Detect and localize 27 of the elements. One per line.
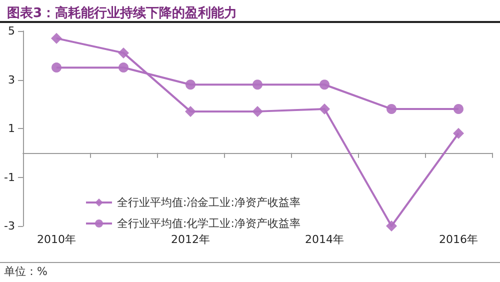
y-tick-label: 1 [8, 122, 15, 135]
x-tick-label: 2010年 [37, 233, 76, 246]
x-tick-label: 2012年 [171, 233, 210, 246]
point [252, 80, 262, 90]
y-tick-label: -3 [4, 220, 15, 232]
y-tick-label: -1 [4, 170, 15, 184]
point [185, 106, 196, 117]
point [118, 62, 128, 73]
y-tick-label: 5 [8, 24, 15, 38]
point [453, 128, 464, 139]
legend-label: 全行业平均值:冶金工业:净资产收益率 [117, 196, 300, 209]
x-tick-label: 2016年 [439, 233, 478, 246]
point [319, 104, 330, 114]
point [454, 104, 464, 114]
text: 单位：% [4, 265, 48, 278]
point [252, 106, 263, 117]
point [186, 80, 196, 90]
point [51, 32, 62, 44]
legend-label: 全行业平均值:化学工业:净资产收益率 [117, 217, 300, 230]
y-tick-label: 3 [8, 73, 15, 86]
point [320, 80, 330, 90]
point [386, 220, 397, 232]
point [386, 104, 396, 114]
point [118, 47, 129, 58]
x-tick-label: 2014年 [305, 233, 344, 246]
chart-title: 图表3：高耗能行业持续下降的盈利能力 [7, 5, 238, 21]
point [52, 62, 62, 73]
